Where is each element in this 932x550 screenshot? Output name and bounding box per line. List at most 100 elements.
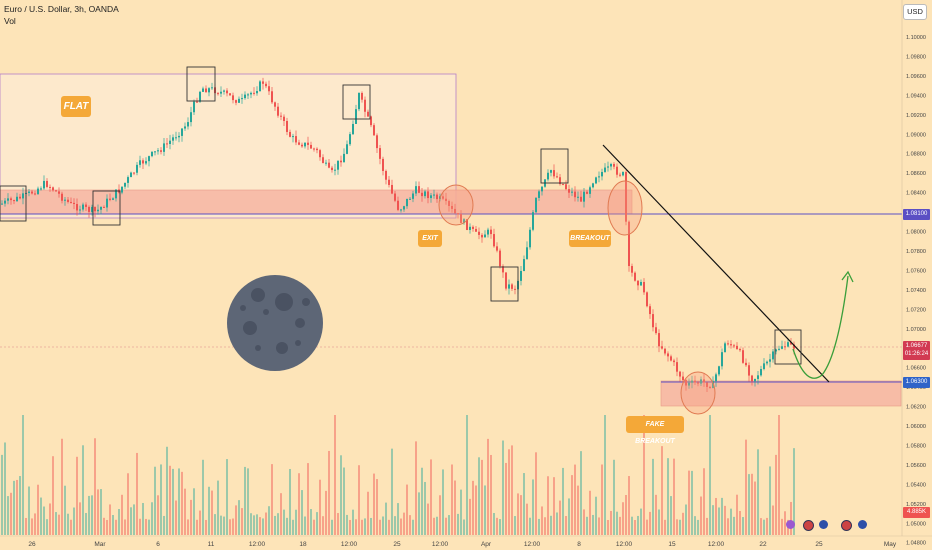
event-icon-flag-us[interactable]: [803, 520, 814, 531]
volume-bar: [679, 519, 681, 535]
price-tick-label: 1.07800: [906, 249, 926, 255]
candle-body: [229, 93, 231, 96]
trendline[interactable]: [602, 144, 830, 383]
candle-body: [433, 194, 435, 196]
candle-body: [664, 348, 666, 354]
time-tick-label: 6: [156, 541, 160, 548]
event-icon-flag-us[interactable]: [841, 520, 852, 531]
volume-bar: [1, 454, 3, 535]
volume-bar: [274, 515, 276, 535]
volume-bar: [547, 476, 549, 535]
volume-bar: [718, 507, 720, 535]
volume-bar: [664, 519, 666, 535]
candle-body: [268, 86, 270, 92]
candle-body: [472, 226, 474, 229]
candle-body: [187, 122, 189, 127]
volume-bar: [415, 441, 417, 535]
volume-bar: [262, 518, 264, 535]
time-axis[interactable]: 26 Mar 6 11 12:00 18 12:00 25 12:00 Apr 12:00 8 12:0…: [0, 535, 932, 548]
volume-bar: [100, 489, 102, 535]
volume-bar: [757, 449, 759, 535]
candle-body: [505, 272, 507, 289]
candle-body: [325, 162, 327, 164]
projection-arrowhead: [841, 270, 854, 283]
price-tick-label: 1.05200: [906, 502, 926, 508]
volume-bar: [172, 468, 174, 535]
volume-bar: [193, 488, 195, 535]
currency-button[interactable]: USD: [903, 4, 927, 20]
candle-body: [634, 272, 636, 281]
candlesticks: [1, 77, 795, 392]
volume-bar: [337, 513, 339, 535]
volume-bar: [16, 479, 18, 535]
candle-body: [601, 171, 603, 177]
volume-bar: [211, 490, 213, 535]
volume-bar: [760, 518, 762, 535]
volume-bar: [40, 497, 42, 535]
volume-bar: [622, 502, 624, 535]
volume-bar: [88, 495, 90, 535]
candle-body: [289, 131, 291, 137]
candle-body: [49, 186, 51, 188]
candle-body: [418, 186, 420, 193]
volume-bar: [169, 465, 171, 535]
price-axis[interactable]: 1.10000 1.09800 1.09600 1.09400 1.09200 1.090…: [901, 0, 926, 547]
candle-body: [160, 150, 162, 152]
candle-body: [550, 170, 552, 173]
candle-body: [247, 94, 249, 96]
volume-bar: [334, 415, 336, 535]
candle-body: [616, 166, 618, 175]
volume-bar: [511, 445, 513, 535]
volume-bar: [652, 458, 654, 535]
candle-body: [658, 333, 660, 347]
volume-bar: [118, 509, 120, 535]
volume-bar: [346, 514, 348, 535]
candle-body: [745, 362, 747, 366]
flat-label: FLAT: [61, 96, 91, 117]
volume-bar: [163, 515, 165, 535]
candle-body: [145, 161, 147, 164]
upper-support-zone: [0, 189, 633, 215]
volume-bar: [244, 466, 246, 535]
volume-bar: [595, 496, 597, 535]
candle-body: [106, 198, 108, 208]
volume-bar: [673, 458, 675, 535]
candle-body: [652, 314, 654, 328]
volume-bar: [442, 469, 444, 535]
volume-bar: [22, 415, 24, 535]
candle-body: [70, 201, 72, 203]
event-icon-flag-eu[interactable]: [858, 520, 867, 529]
volume-bar: [205, 519, 207, 535]
volume-bar: [730, 508, 732, 535]
volume-bar: [142, 502, 144, 535]
highlight-box: [92, 190, 121, 226]
volume-bar: [217, 480, 219, 535]
candle-body: [55, 190, 57, 192]
volume-bar: [586, 516, 588, 535]
candle-body: [643, 281, 645, 293]
price-tick-label: 1.09000: [906, 132, 926, 138]
price-tick-label: 1.08800: [906, 152, 926, 158]
volume-bar: [280, 493, 282, 535]
candle-body: [703, 379, 705, 383]
candle-body: [16, 196, 18, 202]
volume-bar: [58, 514, 60, 535]
candle-body: [484, 234, 486, 238]
exit-circle: [438, 184, 474, 226]
volume-bar: [196, 519, 198, 535]
volume-bar: [202, 459, 204, 535]
event-icon-flag-eu[interactable]: [819, 520, 828, 529]
volume-bar: [568, 498, 570, 535]
candle-body: [100, 206, 102, 210]
candle-body: [430, 195, 432, 199]
candle-body: [367, 111, 369, 117]
volume-bar: [295, 509, 297, 535]
candle-body: [352, 123, 354, 135]
candle-body: [301, 144, 303, 147]
candle-body: [520, 271, 522, 281]
candle-body: [784, 346, 786, 348]
event-icon-lightning[interactable]: [786, 520, 795, 529]
candle-body: [169, 140, 171, 144]
